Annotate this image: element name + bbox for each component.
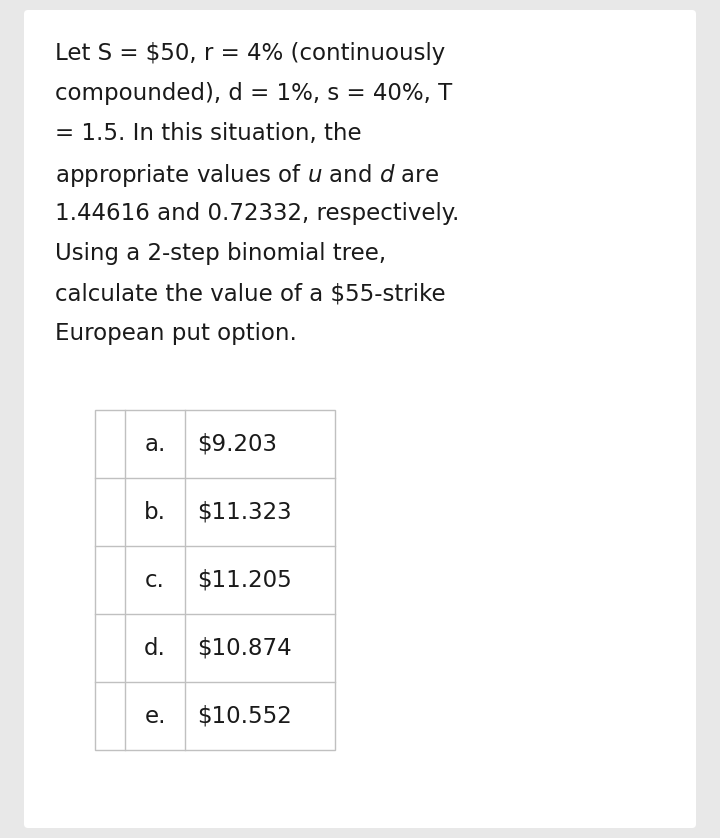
Text: c.: c. — [145, 568, 165, 592]
FancyBboxPatch shape — [24, 10, 696, 828]
Bar — [95, 410, 335, 750]
Text: $9.203: $9.203 — [197, 432, 277, 456]
Text: $11.323: $11.323 — [197, 500, 292, 524]
Text: $11.205: $11.205 — [197, 568, 292, 592]
Text: e.: e. — [144, 705, 166, 727]
Text: a.: a. — [144, 432, 166, 456]
Text: compounded), d = 1%, s = 40%, T: compounded), d = 1%, s = 40%, T — [55, 82, 452, 105]
Text: Let S = $50, r = 4% (continuously: Let S = $50, r = 4% (continuously — [55, 42, 445, 65]
Text: $10.552: $10.552 — [197, 705, 292, 727]
Text: b.: b. — [144, 500, 166, 524]
Text: = 1.5. In this situation, the: = 1.5. In this situation, the — [55, 122, 361, 145]
Text: European put option.: European put option. — [55, 322, 297, 345]
Text: $10.874: $10.874 — [197, 637, 292, 660]
Text: appropriate values of $\it{u}$ and $\it{d}$ are: appropriate values of $\it{u}$ and $\it{… — [55, 162, 439, 189]
Text: calculate the value of a $55-strike: calculate the value of a $55-strike — [55, 282, 446, 305]
Text: d.: d. — [144, 637, 166, 660]
Text: 1.44616 and 0.72332, respectively.: 1.44616 and 0.72332, respectively. — [55, 202, 459, 225]
Text: Using a 2-step binomial tree,: Using a 2-step binomial tree, — [55, 242, 386, 265]
